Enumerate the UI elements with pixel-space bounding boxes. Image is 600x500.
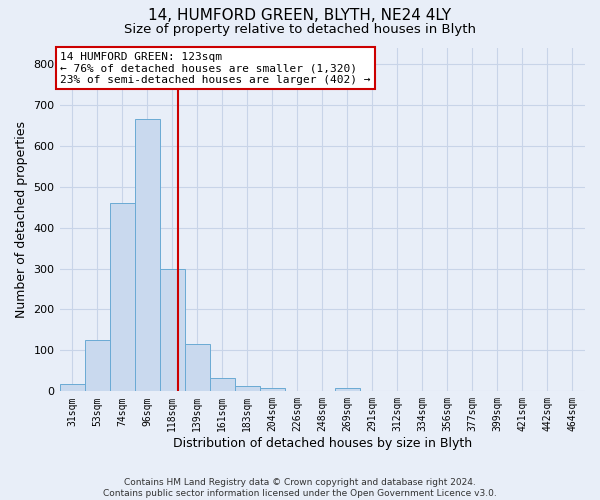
Text: Contains HM Land Registry data © Crown copyright and database right 2024.
Contai: Contains HM Land Registry data © Crown c… xyxy=(103,478,497,498)
Bar xyxy=(110,203,134,392)
Text: 14, HUMFORD GREEN, BLYTH, NE24 4LY: 14, HUMFORD GREEN, BLYTH, NE24 4LY xyxy=(148,8,452,22)
Bar xyxy=(134,119,160,392)
Bar xyxy=(209,378,235,392)
Bar xyxy=(160,268,185,392)
Bar xyxy=(260,388,285,392)
Bar xyxy=(85,340,110,392)
Text: 14 HUMFORD GREEN: 123sqm
← 76% of detached houses are smaller (1,320)
23% of sem: 14 HUMFORD GREEN: 123sqm ← 76% of detach… xyxy=(60,52,371,85)
Y-axis label: Number of detached properties: Number of detached properties xyxy=(15,121,28,318)
Bar xyxy=(59,384,85,392)
X-axis label: Distribution of detached houses by size in Blyth: Distribution of detached houses by size … xyxy=(173,437,472,450)
Bar xyxy=(185,344,209,392)
Text: Size of property relative to detached houses in Blyth: Size of property relative to detached ho… xyxy=(124,22,476,36)
Bar xyxy=(335,388,360,392)
Bar xyxy=(235,386,260,392)
